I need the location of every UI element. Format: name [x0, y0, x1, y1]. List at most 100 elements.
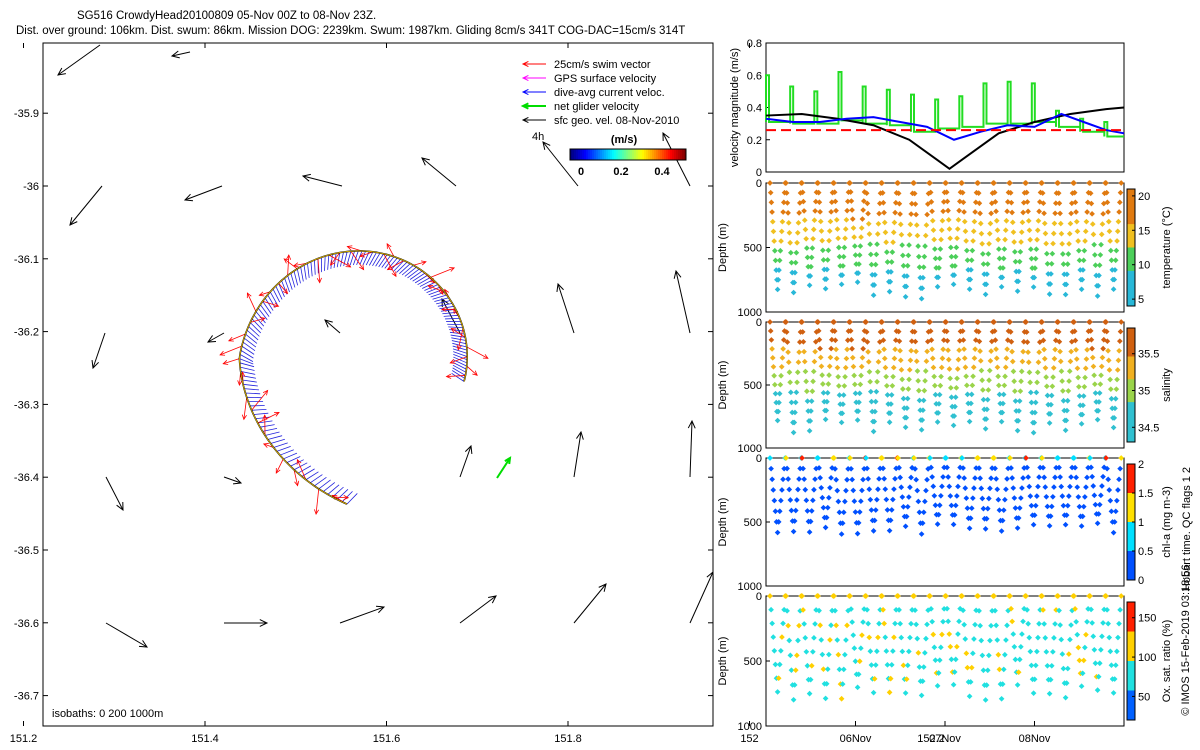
colorbar-segment — [1127, 714, 1135, 718]
profile-sample-point — [1110, 529, 1117, 536]
profile-sample-point — [1008, 199, 1015, 206]
colorbar-label: salinity — [1161, 368, 1173, 402]
profile-sample-point — [952, 403, 958, 410]
dive-avg-current-vector — [419, 279, 434, 287]
profile-sample-point — [912, 201, 919, 207]
colorbar-tick-label: 1.5 — [1138, 488, 1153, 500]
dive-avg-current-vector — [287, 275, 293, 290]
profile-sample-point — [769, 476, 775, 483]
profile-sample-point — [783, 455, 789, 461]
profile-sample-point — [778, 363, 785, 370]
colorbar-segment — [1127, 504, 1135, 508]
profile-sample-point — [1057, 220, 1064, 227]
profile-sample-point — [1096, 501, 1103, 508]
dive-avg-current-vector — [283, 452, 298, 460]
arrow-head — [283, 258, 290, 264]
profile-sample-point — [984, 396, 991, 403]
profile-sample-point — [983, 281, 990, 288]
profile-sample-point — [769, 218, 776, 225]
profile-sample-point — [971, 636, 977, 642]
profile-sample-point — [786, 637, 793, 644]
profile-sample-point — [986, 367, 993, 374]
profile-sample-point — [896, 607, 902, 613]
profile-sample-point — [968, 505, 975, 512]
arrow-shaft — [317, 258, 321, 283]
profile-sample-point — [928, 199, 935, 205]
profile-sample-point — [801, 476, 807, 482]
profile-sample-point — [952, 263, 958, 269]
colorbar-segment — [1127, 373, 1135, 377]
profile-sample-point — [1018, 229, 1025, 235]
swim-vector-arrow — [466, 346, 489, 359]
profile-sample-point — [876, 620, 882, 627]
profile-sample-point — [827, 484, 833, 491]
arrow-head — [170, 50, 180, 59]
swim-vector-arrow — [413, 260, 427, 266]
profile-sample-point — [824, 398, 830, 405]
profile-sample-point — [1114, 376, 1120, 383]
swim-vector-arrow — [427, 284, 445, 293]
profile-sample-point — [858, 372, 864, 379]
arrow-shaft — [359, 251, 374, 257]
profile-sample-point — [914, 232, 921, 239]
profile-sample-point — [1007, 455, 1013, 461]
profile-sample-point — [919, 417, 926, 423]
profile-sample-point — [788, 389, 794, 396]
profile-sample-point — [879, 180, 885, 186]
profile-sample-point — [1058, 636, 1065, 643]
profile-sample-point — [964, 247, 970, 254]
dive-avg-current-vector — [251, 318, 263, 330]
dive-avg-current-vector — [401, 264, 414, 276]
profile-sample-point — [890, 229, 897, 236]
legend-entry-label: sfc geo. vel. 08-Nov-2010 — [554, 115, 679, 127]
profile-sample-point — [978, 637, 985, 644]
legend-arrow — [521, 88, 546, 96]
profile-sample-point — [896, 464, 902, 471]
profile-sample-point — [999, 517, 1006, 524]
profile-sample-point — [1051, 355, 1058, 362]
legend-entry-label: 25cm/s swim vector — [554, 59, 651, 71]
profile-sample-point — [970, 364, 977, 371]
profile-sample-point — [936, 400, 942, 407]
colorbar-segment — [616, 149, 619, 160]
profile-sample-point — [1017, 248, 1024, 255]
profile-sample-point — [876, 349, 882, 355]
profile-sample-point — [1010, 229, 1017, 235]
arrow-head — [391, 271, 397, 278]
dive-avg-current-vector — [269, 291, 278, 306]
profile-sample-point — [873, 251, 880, 258]
profile-sample-point — [1050, 365, 1057, 371]
profile-sample-point — [904, 262, 911, 269]
profile-sample-point — [880, 199, 887, 206]
colorbar-tick-label: 100 — [1138, 652, 1156, 664]
dive-avg-current-vector — [318, 479, 331, 490]
profile-sample-point — [1067, 358, 1074, 365]
profile-sample-point — [1079, 411, 1086, 418]
profile-sample-point — [1087, 190, 1094, 197]
colorbar-segment — [1127, 562, 1135, 566]
profile-sample-point — [1098, 231, 1105, 238]
profile-sample-point — [879, 455, 885, 461]
profile-sample-point — [1018, 495, 1024, 501]
colorbar-segment — [1127, 513, 1135, 517]
colorbar-frame — [1126, 601, 1136, 721]
profile-sample-point — [1048, 662, 1055, 669]
profile-sample-point — [767, 319, 773, 325]
profile-sample-point — [872, 398, 879, 405]
profile-sample-point — [863, 455, 869, 461]
profile-sample-point — [1058, 230, 1065, 237]
profile-sample-point — [907, 484, 913, 491]
profile-sample-point — [973, 465, 979, 471]
y-tick-label: 1000 — [738, 581, 762, 593]
dive-avg-current-vector — [290, 273, 296, 288]
colorbar-segment — [586, 149, 589, 160]
profile-sample-point — [943, 593, 949, 599]
profile-sample-point — [995, 373, 1001, 380]
profile-sample-point — [943, 328, 950, 335]
profile-sample-point — [840, 392, 847, 398]
profile-sample-point — [866, 634, 873, 641]
profile-sample-point — [1089, 620, 1095, 626]
profile-sample-point — [880, 465, 886, 472]
colorbar-segment — [1127, 604, 1135, 609]
colorbar-segment — [1127, 189, 1135, 193]
